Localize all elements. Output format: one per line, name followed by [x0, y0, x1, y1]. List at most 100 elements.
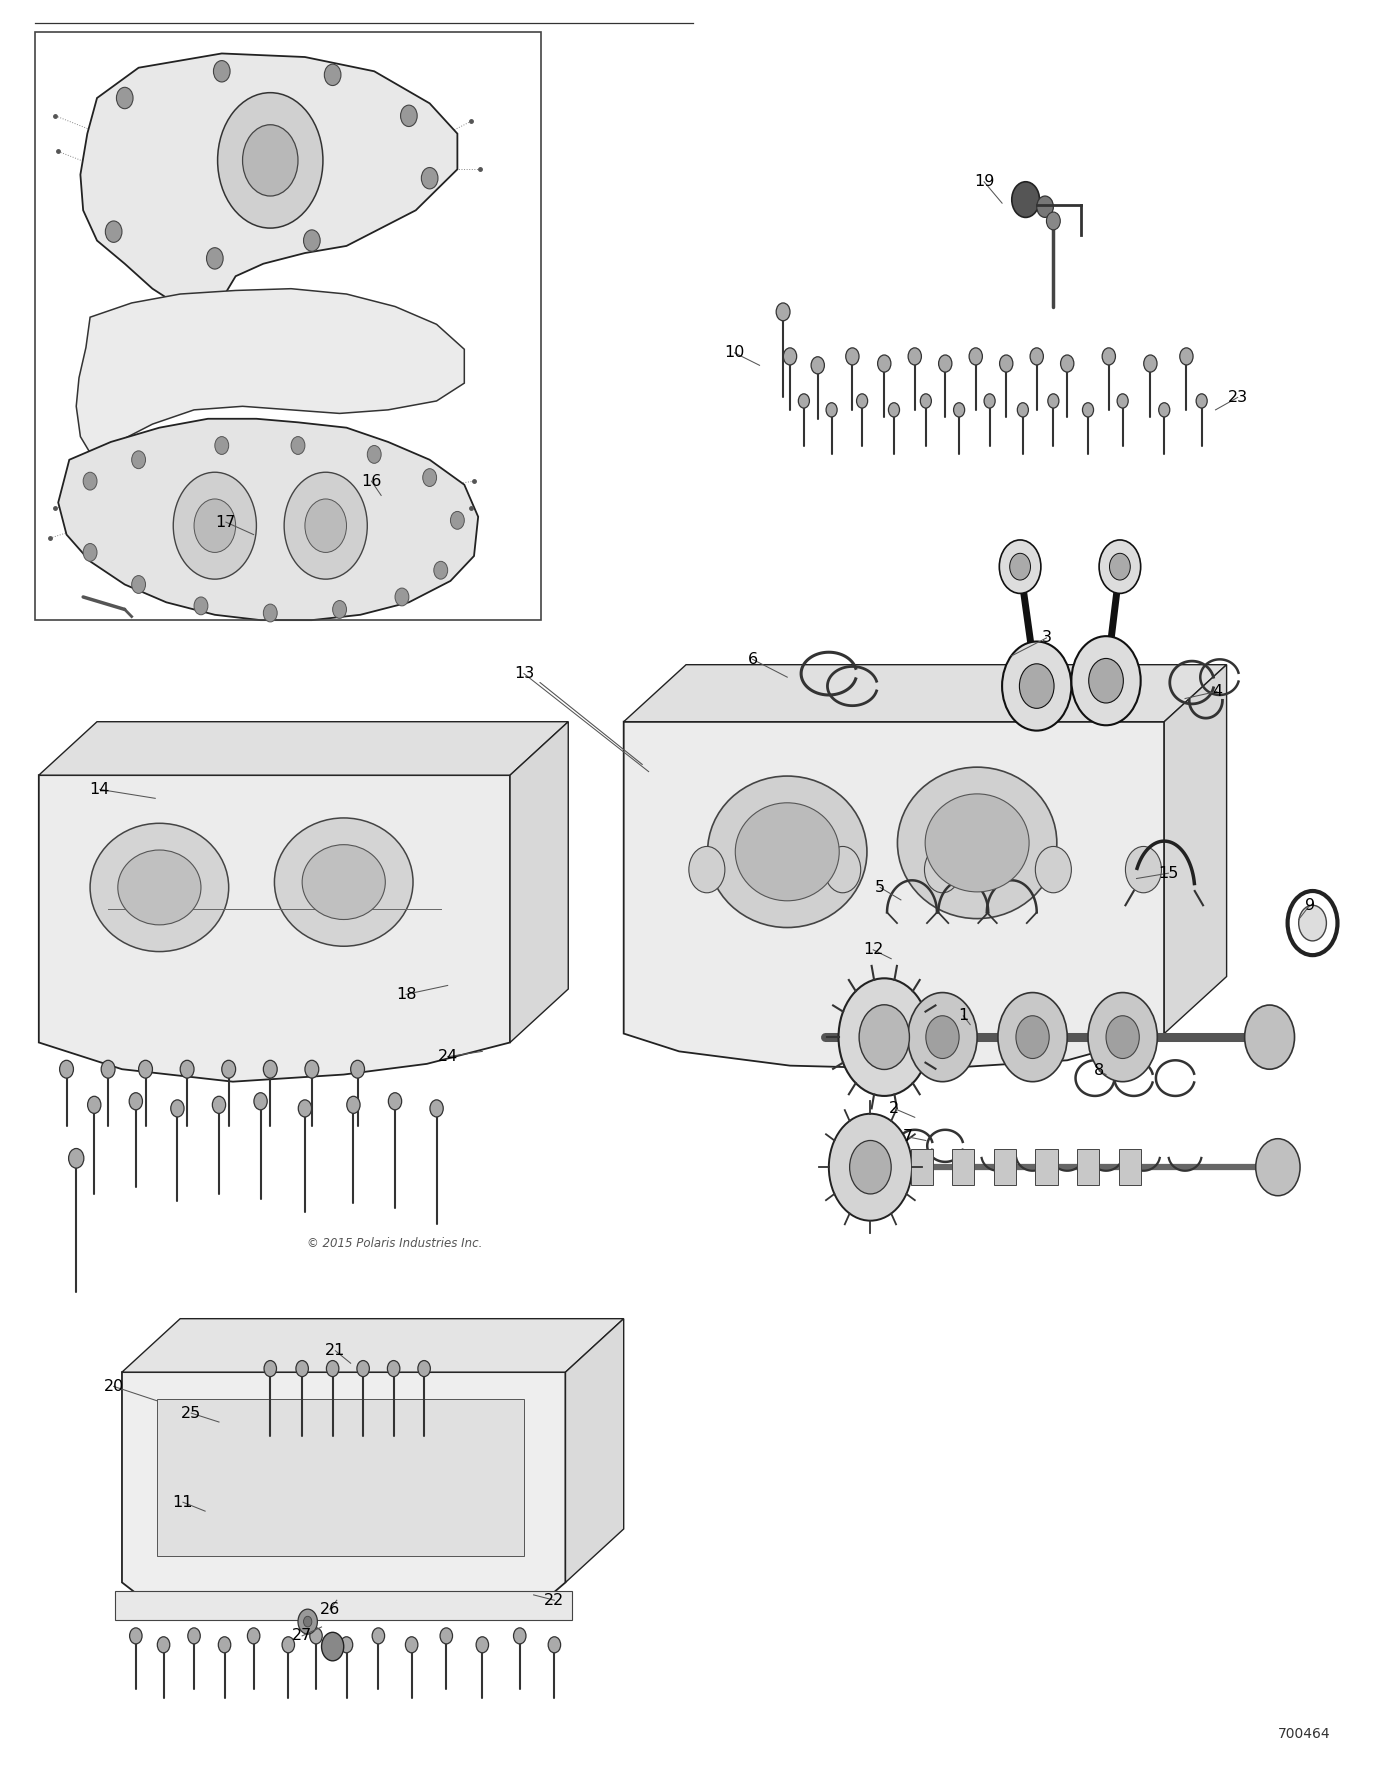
Circle shape: [549, 1636, 560, 1654]
Circle shape: [401, 105, 417, 127]
Text: 11: 11: [173, 1495, 193, 1509]
Polygon shape: [39, 722, 568, 775]
Circle shape: [1071, 636, 1141, 725]
Circle shape: [297, 1361, 309, 1376]
Text: 7: 7: [902, 1130, 913, 1144]
Circle shape: [130, 1629, 141, 1643]
Text: 15: 15: [1159, 866, 1178, 880]
Circle shape: [421, 168, 438, 189]
Circle shape: [1017, 403, 1028, 417]
Polygon shape: [510, 722, 568, 1042]
Circle shape: [188, 1629, 201, 1643]
Circle shape: [1016, 1016, 1049, 1059]
Bar: [35, 32, 541, 620]
Circle shape: [450, 511, 464, 529]
Circle shape: [213, 61, 230, 82]
Circle shape: [170, 1099, 184, 1117]
Circle shape: [423, 469, 437, 486]
Circle shape: [291, 437, 305, 454]
Ellipse shape: [118, 850, 201, 925]
Circle shape: [263, 604, 277, 622]
Circle shape: [1125, 846, 1161, 893]
Bar: [115, 1591, 572, 1620]
Text: 5: 5: [875, 880, 886, 895]
Circle shape: [219, 1636, 230, 1654]
Polygon shape: [58, 419, 478, 620]
Text: 3: 3: [1041, 631, 1052, 645]
Circle shape: [218, 93, 323, 228]
Circle shape: [180, 1060, 194, 1078]
Circle shape: [322, 1632, 344, 1661]
Text: 18: 18: [396, 987, 416, 1001]
Circle shape: [1179, 347, 1193, 365]
Text: 26: 26: [320, 1602, 340, 1616]
Circle shape: [1012, 182, 1040, 217]
Circle shape: [243, 125, 298, 196]
Polygon shape: [122, 1372, 565, 1609]
Text: 1: 1: [958, 1009, 969, 1023]
Circle shape: [305, 499, 346, 552]
Circle shape: [132, 576, 146, 593]
Ellipse shape: [898, 766, 1058, 920]
Text: 21: 21: [326, 1344, 345, 1358]
Polygon shape: [624, 665, 1227, 722]
Circle shape: [254, 1092, 267, 1110]
Circle shape: [248, 1629, 261, 1643]
Circle shape: [857, 394, 868, 408]
Circle shape: [358, 1361, 369, 1376]
Circle shape: [341, 1636, 352, 1654]
Circle shape: [69, 1148, 85, 1169]
Circle shape: [139, 1060, 152, 1078]
Bar: [1077, 1149, 1099, 1185]
Ellipse shape: [926, 793, 1028, 891]
Circle shape: [222, 1060, 236, 1078]
Circle shape: [924, 846, 960, 893]
Circle shape: [387, 1361, 399, 1376]
Text: 16: 16: [362, 474, 381, 488]
Circle shape: [826, 403, 837, 417]
Circle shape: [207, 248, 223, 269]
Circle shape: [926, 1016, 959, 1059]
Text: 20: 20: [104, 1379, 123, 1394]
Circle shape: [83, 472, 97, 490]
Circle shape: [304, 1616, 312, 1627]
Bar: [1035, 1149, 1058, 1185]
Circle shape: [351, 1060, 365, 1078]
Text: 22: 22: [545, 1593, 564, 1607]
Circle shape: [419, 1361, 430, 1376]
Circle shape: [298, 1099, 312, 1117]
Ellipse shape: [707, 775, 868, 927]
Circle shape: [888, 403, 900, 417]
Circle shape: [1002, 642, 1071, 731]
Circle shape: [845, 347, 859, 365]
Circle shape: [434, 561, 448, 579]
Circle shape: [877, 355, 891, 372]
Ellipse shape: [90, 823, 229, 952]
Polygon shape: [565, 1319, 624, 1582]
Circle shape: [283, 1636, 295, 1654]
Circle shape: [1110, 552, 1131, 579]
Polygon shape: [76, 289, 464, 460]
Text: 24: 24: [438, 1050, 457, 1064]
Bar: [952, 1149, 974, 1185]
Circle shape: [1082, 403, 1094, 417]
Circle shape: [395, 588, 409, 606]
Circle shape: [326, 1361, 338, 1376]
Text: 2: 2: [888, 1101, 900, 1116]
Bar: [994, 1149, 1016, 1185]
Ellipse shape: [274, 818, 413, 946]
Bar: [911, 1149, 933, 1185]
Circle shape: [1037, 196, 1053, 217]
Circle shape: [87, 1096, 101, 1114]
Circle shape: [305, 1060, 319, 1078]
Circle shape: [333, 601, 346, 618]
Circle shape: [158, 1636, 169, 1654]
Circle shape: [776, 303, 790, 321]
Circle shape: [105, 221, 122, 242]
Circle shape: [405, 1636, 419, 1654]
Polygon shape: [624, 722, 1164, 1069]
Circle shape: [839, 978, 930, 1096]
Circle shape: [850, 1140, 891, 1194]
Text: 8: 8: [1094, 1064, 1105, 1078]
Circle shape: [1046, 212, 1060, 230]
